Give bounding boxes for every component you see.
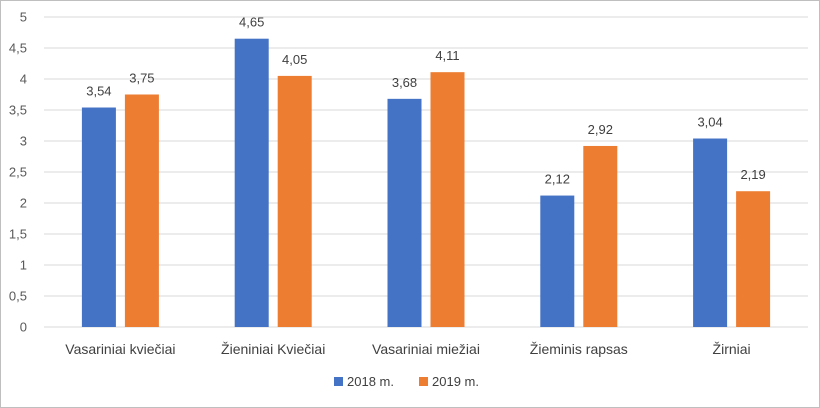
legend-label: 2018 m. [347,374,394,389]
data-label: 4,65 [239,15,264,30]
y-tick-label: 0,5 [9,289,27,304]
data-label: 2,92 [588,122,613,137]
data-label: 3,68 [392,75,417,90]
y-tick-label: 3,5 [9,103,27,118]
y-tick-label: 1 [20,258,27,273]
data-label: 2,12 [545,172,570,187]
x-tick-label: Vasariniai miežiai [372,341,480,357]
data-label: 3,54 [86,84,111,99]
bar-series1 [387,98,422,327]
x-tick-label: Žieniniai Kviečiai [221,341,325,357]
y-tick-label: 4 [20,72,27,87]
x-tick-label: Vasariniai kviečiai [65,341,175,357]
y-tick-label: 0 [20,320,27,335]
x-tick-label: Žieminis rapsas [530,341,628,357]
data-label: 4,11 [435,48,459,63]
legend-swatch [334,377,343,386]
y-tick-label: 2,5 [9,165,27,180]
y-tick-label: 1,5 [9,227,27,242]
data-label: 3,04 [697,115,722,130]
data-label: 4,05 [282,52,307,67]
data-label: 3,75 [129,71,154,86]
data-label: 2,19 [740,167,765,182]
legend-label: 2019 m. [432,374,479,389]
y-tick-label: 3 [20,134,27,149]
y-tick-label: 2 [20,196,27,211]
bar-series2 [736,191,771,327]
bar-series1 [693,138,728,327]
bar-series2 [583,145,618,327]
y-tick-label: 5 [20,10,27,25]
y-tick-label: 4,5 [9,41,27,56]
bar-series2 [277,75,312,328]
bar-series1 [81,107,116,328]
bar-series2 [430,72,465,328]
legend-swatch [419,377,428,386]
bar-series2 [124,94,159,327]
bar-series1 [234,38,269,327]
x-tick-label: Žirniai [713,341,751,357]
bar-series1 [540,195,575,327]
